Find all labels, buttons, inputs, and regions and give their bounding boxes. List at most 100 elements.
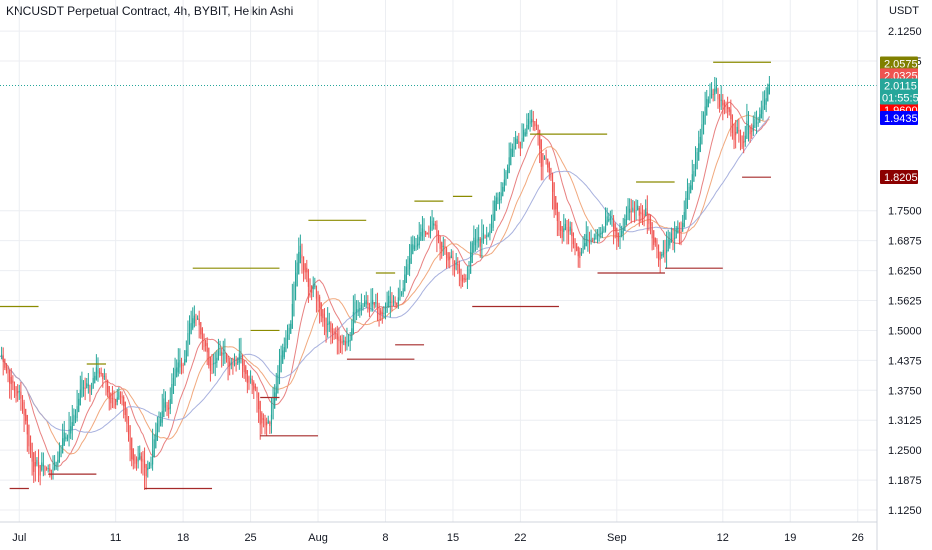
candle-body [201, 328, 203, 339]
candle-body [468, 269, 470, 279]
price-badge-bg [880, 169, 918, 184]
candle-body [481, 238, 483, 243]
candle-body [723, 102, 725, 108]
x-tick-label: 15 [447, 532, 459, 544]
candle-body [437, 230, 440, 241]
candle-body [275, 386, 277, 401]
candle-body [95, 367, 97, 380]
candle-body [111, 397, 113, 399]
candle-body [462, 274, 464, 282]
candle-body [241, 354, 244, 366]
candle-body [370, 301, 372, 307]
candle-body [502, 186, 504, 197]
pivot-lines-layer [0, 61, 877, 490]
current-price-label: 2.0115 [884, 80, 917, 92]
candle-body [556, 202, 558, 222]
candle-body [7, 366, 9, 374]
candle-body [420, 231, 422, 241]
candle-body [251, 378, 253, 386]
candle-body [116, 397, 118, 403]
x-tick-label: 22 [514, 532, 526, 544]
candle-body [68, 429, 70, 438]
candle-body [153, 439, 155, 458]
candle-body [49, 468, 51, 472]
x-tick-label: 8 [382, 532, 388, 544]
candle-body [380, 310, 382, 315]
candle-body [482, 233, 485, 241]
candle-body [172, 377, 175, 394]
candle-body [187, 333, 189, 357]
candle-body [176, 367, 178, 378]
candle-body [20, 391, 22, 399]
candle-body [444, 246, 446, 248]
candle-body [256, 387, 258, 398]
candle-body [174, 368, 176, 386]
candle-body [124, 401, 126, 416]
candle-body [2, 355, 4, 362]
candle-body [391, 301, 393, 303]
candle-body [158, 420, 160, 433]
candle-body [293, 284, 295, 317]
candle-body [4, 358, 6, 368]
candle-body [405, 266, 407, 283]
candle-body [76, 406, 78, 419]
candle-body [662, 250, 664, 256]
candle-body [598, 233, 600, 236]
candle-body [17, 391, 19, 394]
candle-body [616, 227, 618, 238]
candle-body [478, 237, 480, 241]
candle-body [471, 242, 473, 263]
candle-body [343, 340, 345, 343]
candle-body [672, 238, 674, 241]
candle-body [103, 375, 105, 377]
candle-body [511, 148, 513, 157]
candle-body [680, 230, 682, 233]
candle-body [26, 414, 28, 435]
candle-body [246, 370, 248, 384]
candle-body [208, 347, 210, 366]
candle-body [160, 419, 162, 427]
candle-body [606, 216, 608, 226]
candle-body [298, 251, 300, 275]
candle-body [515, 138, 517, 150]
candle-body [764, 99, 766, 110]
candle-body [551, 172, 554, 192]
candle-body [156, 423, 158, 441]
candle-body [90, 388, 93, 390]
x-tick-label: Jul [12, 532, 26, 544]
candle-body [389, 301, 391, 303]
candle-body [351, 328, 353, 341]
candle-body [325, 317, 327, 333]
candle-body [686, 190, 689, 209]
candle-body [590, 238, 592, 242]
candle-body [92, 377, 94, 389]
candle-body [354, 301, 356, 324]
candle-body [347, 340, 350, 343]
candle-body [397, 297, 399, 304]
candle-body [498, 199, 501, 201]
candle-body [495, 197, 497, 211]
candle-body [519, 141, 521, 150]
candle-body [715, 86, 717, 92]
candle-body [534, 121, 536, 127]
candle-body [197, 317, 199, 320]
candle-body [237, 361, 239, 364]
candle-body [224, 352, 226, 354]
candle-body [649, 218, 652, 226]
candle-body [727, 105, 729, 109]
candle-body [744, 135, 746, 143]
candle-body [74, 415, 77, 421]
candle-body [47, 468, 49, 470]
candle-body [182, 364, 184, 367]
candle-body [749, 127, 751, 135]
candle-body [587, 239, 589, 241]
y-tick-label: 1.3125 [888, 415, 922, 427]
candle-body [733, 123, 735, 141]
candle-body [352, 311, 354, 335]
candle-body [664, 252, 666, 254]
candle-body [135, 459, 138, 464]
candle-body [388, 295, 390, 308]
